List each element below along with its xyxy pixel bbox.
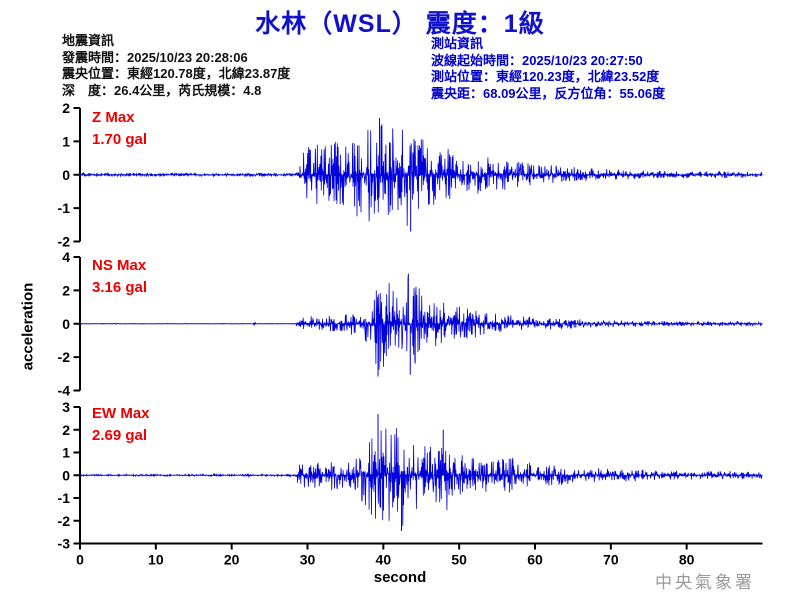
y-tick-label: 2 — [62, 422, 70, 438]
z-max-label: Z Max 1.70 gal — [92, 107, 147, 151]
y-tick-label: 0 — [62, 467, 70, 483]
station-info-heading: 測站資訊 — [431, 36, 484, 51]
ew-max-label: EW Max 2.69 gal — [92, 403, 150, 447]
y-tick-label: -1 — [58, 490, 71, 506]
y-tick-label: 2 — [62, 282, 70, 298]
station-location: 測站位置：東經120.23度，北緯23.52度 — [431, 69, 660, 84]
agency-watermark: 中央氣象署 — [655, 573, 755, 593]
earthquake-info-heading: 地震資訊 — [62, 33, 115, 48]
x-axis-title: second — [373, 569, 427, 586]
z-max-value: 1.70 gal — [92, 131, 148, 148]
x-tick-label: 40 — [376, 552, 392, 568]
earthquake-depth-magnitude: 深 度：26.4公里，芮氏規模：4.8 — [62, 82, 262, 98]
y-tick-label: 1 — [62, 133, 70, 149]
y-tick-label: -2 — [58, 234, 71, 250]
y-tick-label: 1 — [62, 445, 70, 461]
x-tick-label: 60 — [527, 552, 543, 568]
station-distance-azimuth: 震央距：68.09公里，反方位角：55.06度 — [431, 85, 666, 101]
station-info-block: 測站資訊 波線起始時間：2025/10/23 20:27:50 測站位置：東經1… — [431, 36, 665, 102]
y-tick-label: 4 — [62, 249, 70, 265]
x-tick-label: 80 — [679, 552, 695, 568]
y-tick-label: -3 — [58, 536, 71, 552]
z-max-title: Z Max — [92, 109, 135, 126]
earthquake-epicenter: 震央位置：東經120.78度，北緯23.87度 — [62, 66, 291, 81]
y-tick-label: -1 — [58, 200, 71, 216]
y-tick-label: -2 — [58, 513, 71, 529]
earthquake-origin-time: 發震時間：2025/10/23 20:28:06 — [62, 49, 248, 65]
ew-max-value: 2.69 gal — [92, 427, 148, 444]
y-tick-label: -2 — [58, 349, 71, 365]
y-tick-label: 2 — [62, 100, 70, 116]
y-tick-label: 3 — [62, 399, 70, 415]
waveform-ew — [79, 428, 763, 526]
y-tick-label: 0 — [62, 167, 70, 183]
waveform-z — [79, 124, 763, 226]
waveform-ns — [79, 276, 763, 370]
ns-max-title: NS Max — [92, 257, 147, 274]
ew-max-title: EW Max — [92, 405, 150, 422]
ns-max-label: NS Max 3.16 gal — [92, 255, 147, 299]
page-title: 水林（WSL） 震度：1級 — [255, 10, 545, 38]
x-tick-label: 30 — [300, 552, 316, 568]
x-tick-label: 20 — [224, 552, 240, 568]
x-tick-label: 50 — [451, 552, 467, 568]
station-wave-start-time: 波線起始時間：2025/10/23 20:27:50 — [431, 52, 643, 68]
y-tick-label: -4 — [58, 383, 71, 399]
ns-max-value: 3.16 gal — [92, 279, 148, 296]
x-tick-label: 70 — [603, 552, 619, 568]
y-tick-label: 0 — [62, 316, 70, 332]
x-tick-label: 0 — [76, 552, 84, 568]
x-tick-label: 10 — [148, 552, 164, 568]
earthquake-info-block: 地震資訊 發震時間：2025/10/23 20:28:06 震央位置：東經120… — [62, 33, 290, 99]
